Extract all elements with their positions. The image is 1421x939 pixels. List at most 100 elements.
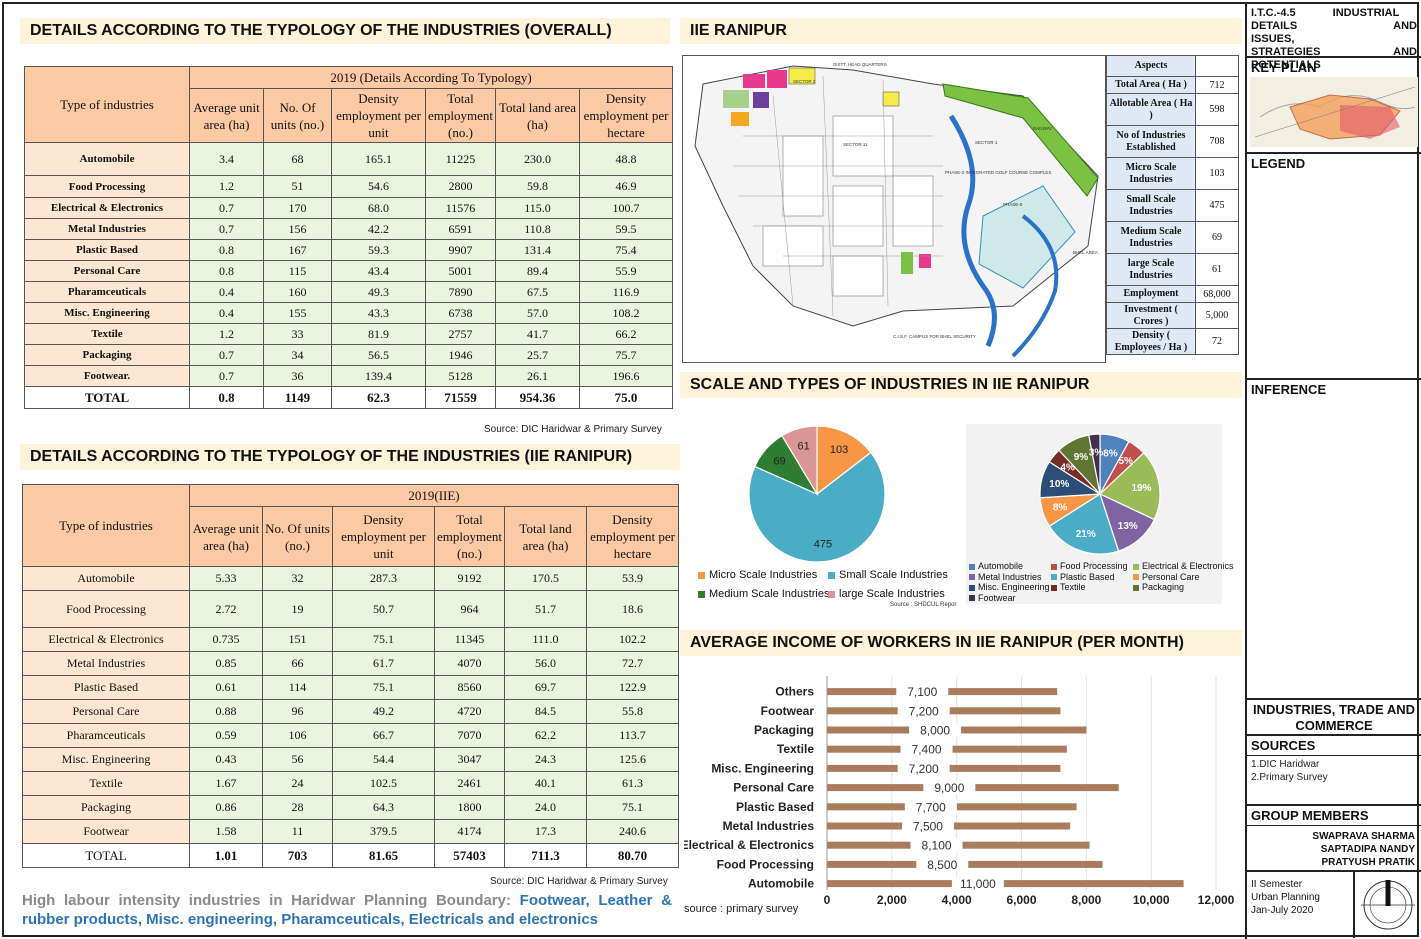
- legend-title: LEGEND: [1251, 156, 1306, 171]
- row-label: Food Processing: [24, 175, 190, 198]
- legend-item: Medium Scale Industries: [698, 588, 829, 600]
- legend-item: Food Processing: [1051, 561, 1128, 571]
- table-row: Plastic Based 0.8 167 59.3 9907 131.4 75.4: [24, 239, 673, 261]
- cell-value: 19: [262, 590, 333, 628]
- legend-swatch: [698, 571, 705, 579]
- pie-slice-label: 69: [773, 456, 785, 468]
- sheet-info-panel: I.T.C.-4.5 INDUSTRIAL DETAILS AND ISSUES…: [1245, 4, 1421, 939]
- aspects-table: Aspects Total Area ( Ha ) 712 Allotable Ar…: [1106, 55, 1239, 355]
- map-label: BHEL AREA: [1073, 250, 1098, 255]
- total-value: 703: [262, 843, 333, 868]
- aspect-label: Total Area ( Ha ): [1106, 76, 1196, 94]
- cell-value: 40.1: [504, 771, 587, 796]
- pie-slice: [1098, 452, 1161, 521]
- cell-value: 155: [263, 302, 332, 324]
- legend-item: Plastic Based: [1051, 572, 1115, 582]
- row-label: Automobile: [24, 142, 190, 176]
- bar-value-bg: [897, 761, 950, 776]
- bar-value-label: 7,100: [907, 685, 937, 699]
- aspect-label: Micro Scale Industries: [1106, 157, 1196, 190]
- cell-value: 64.3: [332, 795, 435, 820]
- cell-value: 0.7: [189, 197, 264, 219]
- x-tick-label: 4,000: [942, 893, 972, 907]
- bar-value-bg: [900, 742, 953, 757]
- col-header: Density employment per unit: [332, 506, 435, 567]
- map-label: SECTOR 2: [793, 79, 816, 84]
- cell-value: 170.5: [504, 566, 587, 591]
- bar-category-label: Automobile: [748, 877, 814, 891]
- bar-category-label: Plastic Based: [736, 800, 814, 814]
- cell-value: 43.3: [331, 302, 426, 324]
- bar-value-bg: [896, 684, 949, 699]
- map-label: RAILWAY: [1033, 126, 1052, 131]
- bar-value-bg: [901, 819, 954, 833]
- key-plan-title: KEY PLAN: [1251, 60, 1317, 75]
- cell-value: 46.9: [579, 175, 673, 198]
- cell-value: 0.43: [189, 747, 263, 772]
- bar-category-label: Food Processing: [717, 857, 814, 871]
- row-label: Packaging: [24, 344, 190, 366]
- legend-label: Packaging: [1142, 582, 1185, 592]
- x-tick-label: 2,000: [877, 893, 907, 907]
- cell-value: 106: [262, 723, 333, 748]
- cell-value: 3.4: [189, 142, 264, 176]
- row-label: Electrical & Electronics: [24, 197, 190, 219]
- aspect-row: Employment 68,000: [1106, 285, 1239, 303]
- x-tick-label: 8,000: [1071, 893, 1101, 907]
- cell-value: 0.4: [189, 281, 264, 303]
- overall-table-source: Source: DIC Haridwar & Primary Survey: [484, 424, 662, 435]
- itc-title-box: I.T.C.-4.5 INDUSTRIAL DETAILS AND ISSUES…: [1247, 4, 1421, 71]
- x-tick-label: 6,000: [1006, 893, 1036, 907]
- aspect-value: 712: [1195, 76, 1239, 94]
- legend-swatch: [969, 584, 975, 591]
- row-label: Misc. Engineering: [22, 747, 190, 772]
- sources-box: SOURCES 1.DIC Haridwar 2.Primary Survey: [1247, 736, 1421, 806]
- semester-line: II Semester: [1251, 879, 1303, 890]
- col-header: Total employment (no.): [425, 88, 496, 143]
- cell-value: 7890: [425, 281, 496, 303]
- members-list: SWAPRAVA SHARMA SAPTADIPA NANDY PRATYUSH…: [1247, 826, 1421, 873]
- bar-category-label: Textile: [777, 742, 814, 756]
- col-header: Average unit area (ha): [189, 506, 263, 567]
- legend-item: Electrical & Electronics: [1133, 561, 1234, 571]
- iie-table-source: Source: DIC Haridwar & Primary Survey: [490, 876, 668, 887]
- total-value: 0.8: [189, 386, 264, 409]
- cell-value: 49.3: [331, 281, 426, 303]
- bar-category-label: Footwear: [761, 704, 815, 718]
- table-row: Personal Care 0.8 115 43.4 5001 89.4 55.9: [24, 260, 673, 282]
- table-row: Personal Care 0.88 96 49.2 4720 84.5 55.8: [22, 699, 680, 724]
- cell-value: 57.0: [495, 302, 580, 324]
- cell-value: 3047: [434, 747, 505, 772]
- aspect-row: Allotable Area ( Ha ) 598: [1106, 93, 1239, 126]
- cell-value: 32: [262, 566, 333, 591]
- aspect-label: large Scale Industries: [1106, 253, 1196, 286]
- cell-value: 68: [263, 142, 332, 176]
- legend-item: Micro Scale Industries: [698, 569, 817, 581]
- key-plan-box: KEY PLAN: [1247, 58, 1421, 154]
- legend-item: Packaging: [1133, 582, 1184, 592]
- cell-value: 48.8: [579, 142, 673, 176]
- bar-value-bg: [910, 838, 963, 853]
- cell-value: 33: [263, 323, 332, 345]
- cell-value: 11: [262, 819, 333, 844]
- aspect-row: Micro Scale Industries 103: [1106, 157, 1239, 190]
- cell-value: 379.5: [332, 819, 435, 844]
- cell-value: 55.8: [585, 699, 680, 724]
- bar-category-label: Packaging: [754, 723, 814, 737]
- cell-value: 115: [263, 260, 332, 282]
- cell-value: 122.9: [585, 675, 680, 700]
- aspect-row: Total Area ( Ha ) 712: [1106, 76, 1239, 94]
- cell-value: 0.85: [189, 651, 263, 676]
- row-label: Packaging: [22, 795, 190, 820]
- row-label: Textile: [24, 323, 190, 345]
- source-item: 1.DIC Haridwar: [1251, 759, 1320, 770]
- cell-value: 1946: [425, 344, 496, 366]
- note-lead: High labour intensity industries in Hari…: [22, 892, 511, 909]
- cell-value: 26.1: [495, 365, 580, 387]
- aspect-row: Density ( Employees / Ha ) 72: [1106, 328, 1239, 355]
- col-header: No. Of units (no.): [263, 88, 332, 143]
- table-row: Metal Industries 0.85 66 61.7 4070 56.0 72.7: [22, 651, 680, 676]
- semester-box: II Semester Urban Planning Jan-July 2020: [1247, 872, 1421, 939]
- cell-value: 75.1: [585, 795, 680, 820]
